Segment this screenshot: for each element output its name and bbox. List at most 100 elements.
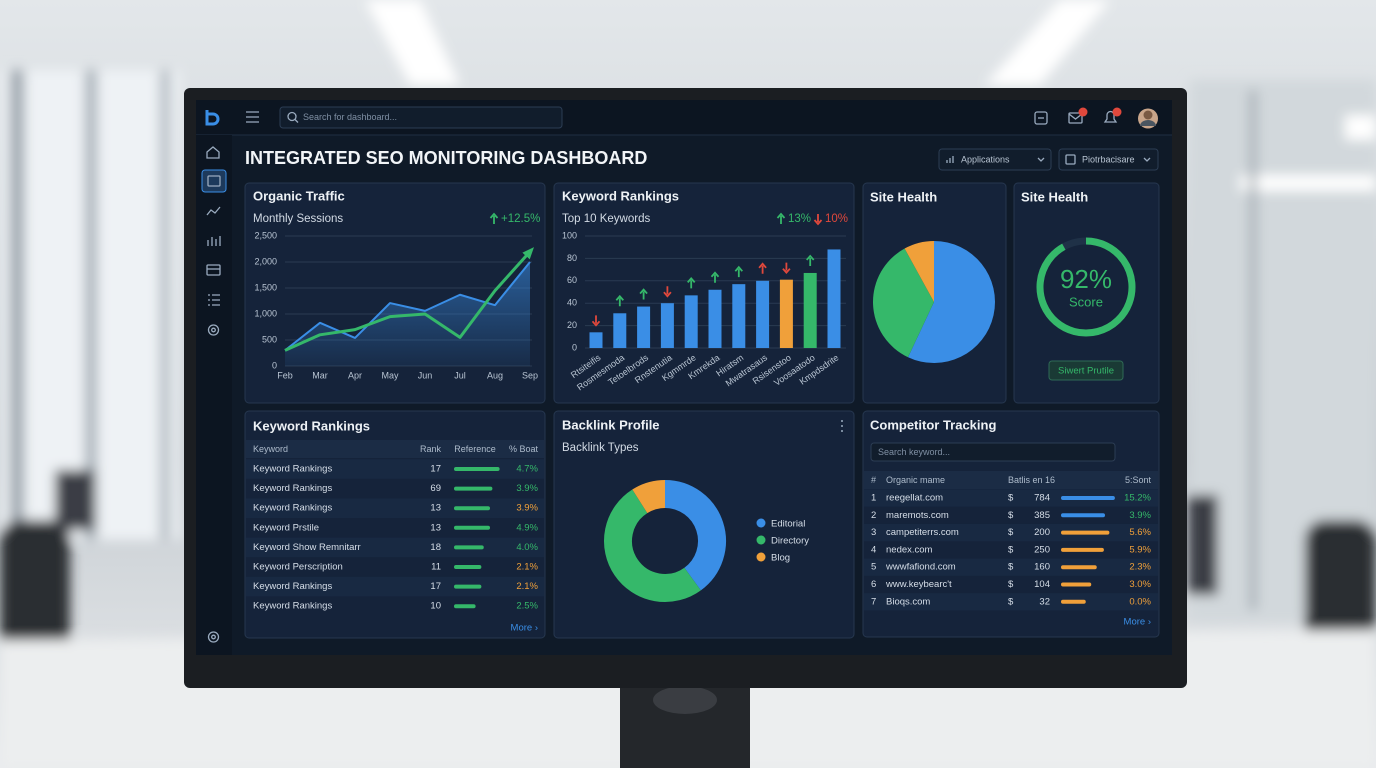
- legend-label: Editorial: [771, 519, 805, 530]
- nav-list[interactable]: [208, 294, 220, 306]
- y-tick-label: 60: [567, 275, 577, 285]
- nav-bottom-settings[interactable]: [207, 631, 220, 643]
- trend-arrow: [591, 315, 601, 327]
- bar: [684, 295, 698, 348]
- button-label[interactable]: Siwert Prutile: [1058, 366, 1114, 377]
- column-header: #: [871, 475, 876, 485]
- currency-cell: $: [1008, 579, 1014, 590]
- change-cell: 3.0%: [1129, 579, 1151, 590]
- notifications-icon[interactable]: [1103, 107, 1122, 123]
- keyword-cell: Keyword Rankings: [253, 483, 332, 494]
- y-tick-label: 1,000: [254, 308, 277, 318]
- panel-subtitle: Monthly Sessions: [253, 213, 343, 225]
- bar: [827, 249, 841, 348]
- reference-bar: [454, 467, 500, 471]
- column-header: 5:Sont: [1125, 475, 1152, 485]
- donut-slice: [632, 480, 666, 514]
- sidebar: [196, 135, 232, 655]
- y-tick-label: 80: [567, 253, 577, 263]
- nav-cards[interactable]: [206, 264, 221, 276]
- messages-icon[interactable]: [1068, 107, 1088, 124]
- trend-arrow: [806, 254, 815, 266]
- nav-reports[interactable]: [207, 236, 221, 246]
- change-cell: 4.9%: [516, 522, 538, 533]
- nav-settings[interactable]: [207, 324, 220, 336]
- legend-swatch: [756, 552, 766, 562]
- table-row: [864, 593, 1158, 611]
- bar: [779, 279, 793, 348]
- trend-arrow: [782, 262, 791, 275]
- change-cell: 2.1%: [516, 581, 538, 592]
- nav-analytics[interactable]: [206, 206, 221, 216]
- table-header-row: [864, 471, 1158, 489]
- rank-cell: 13: [430, 522, 441, 533]
- bar: [803, 272, 817, 348]
- currency-cell: $: [1008, 510, 1014, 521]
- more-link[interactable]: More ›: [1124, 617, 1151, 628]
- traffic-cell: 160: [1034, 562, 1050, 573]
- rank-cell: 1: [871, 493, 876, 504]
- table-row: [864, 523, 1158, 542]
- legend-label: Blog: [771, 553, 790, 564]
- column-header: Batlis en 16: [1008, 475, 1055, 485]
- filter-dropdown[interactable]: [938, 148, 1052, 171]
- search-box[interactable]: [279, 106, 563, 129]
- y-tick-label: 2,000: [254, 256, 277, 266]
- keyword-cell: Keyword Show Remnitarr: [253, 542, 361, 553]
- rank-cell: 6: [871, 579, 876, 590]
- traffic-bar: [1061, 530, 1110, 535]
- y-tick-label: 100: [562, 230, 577, 240]
- search-box[interactable]: [870, 442, 1116, 462]
- y-tick-label: 2,500: [254, 230, 277, 240]
- keyword-cell: Keyword Perscription: [253, 562, 343, 573]
- change-label: 10%: [825, 213, 848, 225]
- column-header: Organic mame: [886, 475, 945, 485]
- reference-bar: [454, 486, 493, 491]
- menu-button[interactable]: [246, 111, 259, 123]
- rank-cell: 18: [430, 542, 441, 553]
- table-row: [864, 558, 1158, 576]
- apps-icon[interactable]: [1034, 111, 1048, 125]
- keyword-cell: Keyword Prstile: [253, 522, 319, 533]
- panel-title: Backlink Profile: [562, 417, 660, 432]
- bar: [756, 280, 770, 348]
- panel-title: Keyword Rankings: [562, 188, 679, 203]
- change-label: 13%: [788, 213, 811, 225]
- x-tick-label: Mar: [312, 370, 328, 380]
- domain-cell: nedex.com: [886, 544, 933, 555]
- domain-cell: maremots.com: [886, 510, 949, 521]
- panel-title: Organic Traffic: [253, 188, 345, 203]
- logo[interactable]: [205, 110, 220, 126]
- filter-label: Applications: [961, 154, 1010, 164]
- gauge-button[interactable]: [1048, 360, 1124, 381]
- x-tick-label: Jun: [418, 370, 433, 380]
- reference-bar: [454, 565, 482, 569]
- search-placeholder: Search for dashboard...: [303, 112, 397, 122]
- rank-cell: 3: [871, 527, 876, 538]
- nav-home[interactable]: [206, 146, 220, 159]
- panel-subtitle: Backlink Types: [562, 442, 639, 454]
- change-cell: 3.9%: [516, 503, 538, 514]
- y-tick-label: 500: [262, 334, 277, 344]
- nav-dashboard[interactable]: [201, 169, 227, 193]
- rank-cell: 5: [871, 562, 876, 573]
- reference-bar: [454, 604, 476, 609]
- column-header: Reference: [454, 444, 496, 454]
- column-header: Rank: [420, 444, 442, 454]
- change-cell: 2.5%: [516, 601, 538, 612]
- reference-bar: [454, 584, 482, 589]
- rank-cell: 69: [430, 483, 441, 494]
- trend-arrow: [776, 212, 786, 224]
- filter-dropdown[interactable]: [1058, 148, 1159, 171]
- panel-menu[interactable]: [841, 420, 843, 432]
- trend-arrow: [734, 265, 743, 278]
- gauge-value: 92%: [1060, 264, 1112, 294]
- traffic-bar: [1061, 496, 1115, 500]
- more-link[interactable]: More ›: [511, 623, 538, 634]
- x-tick-label: Aug: [487, 370, 503, 380]
- x-tick-label: Jul: [454, 370, 466, 380]
- panel-title: Site Health: [870, 189, 937, 204]
- trend-arrow: [687, 276, 696, 289]
- domain-cell: wwwfafiond.com: [885, 562, 956, 573]
- avatar[interactable]: [1138, 108, 1158, 129]
